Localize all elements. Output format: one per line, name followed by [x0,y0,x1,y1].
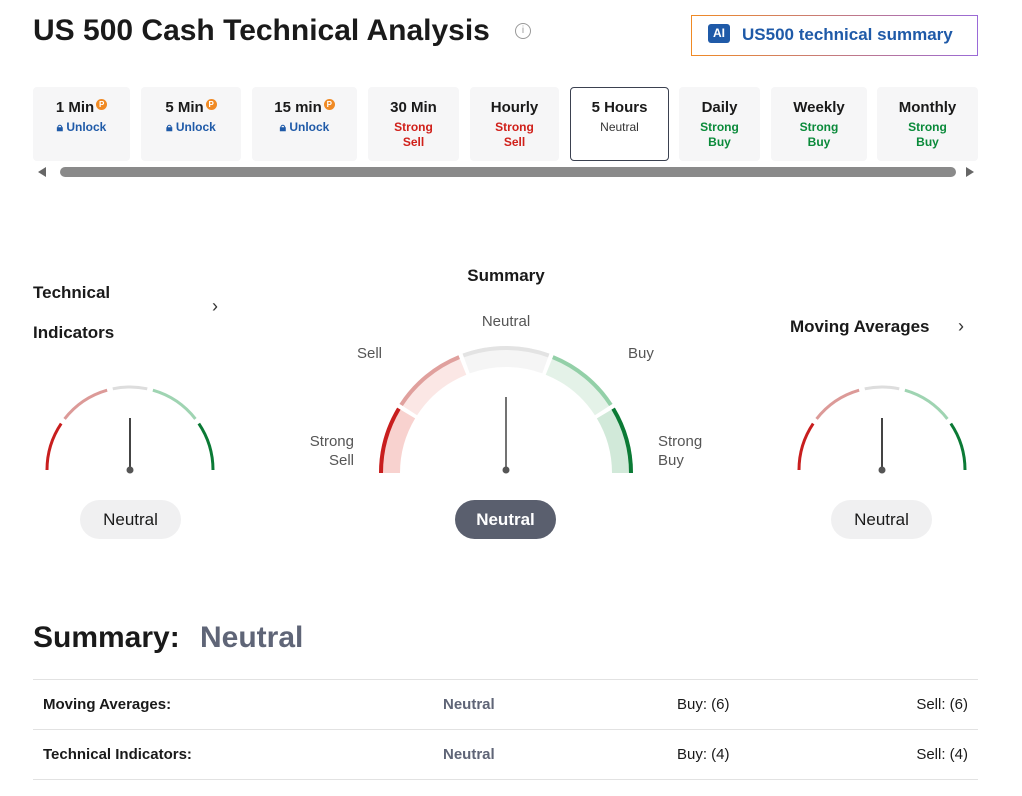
gauge-segment [197,422,215,471]
tab-label: 15 min [274,99,322,116]
tab-status: Strong Sell [394,120,433,149]
result-pill: Neutral [831,500,932,539]
row-sell: Sell: (6) [916,696,968,713]
gauge-title[interactable]: Moving Averages [790,317,930,336]
timeframe-tab[interactable]: 5 Min P 🔒︎ Unlock [141,87,241,161]
gauge-segment [152,388,197,420]
gauge-pivot [878,466,886,474]
gauge-edge [462,346,550,358]
tab-status: Strong Sell [495,120,534,149]
result-pill: Neutral [80,500,181,539]
tab-label: Weekly [793,99,845,116]
scroll-left[interactable] [38,167,46,177]
gauge-segment [797,422,815,471]
row-status: Neutral [443,696,495,713]
ai-summary-button[interactable]: AI US500 technical summary [691,15,978,56]
divider [33,729,978,730]
timeframe-tab[interactable]: Hourly Strong Sell [470,87,559,161]
chevron[interactable]: › [958,316,964,336]
gauge-segment [904,388,949,420]
tab-label: 5 Hours [591,99,648,116]
chevron[interactable]: › [212,296,218,316]
gauge-title[interactable]: Technical Indicators [33,283,115,342]
scrollbar[interactable] [60,167,956,177]
tab-status: Unlock [175,120,216,134]
gauge-band [462,346,550,374]
tab-label: Monthly [898,99,957,116]
row-sell: Sell: (4) [916,746,968,763]
gauge-segment [63,388,108,420]
timeframe-tab[interactable]: 5 Hours Neutral [570,87,669,161]
ai-badge: AI [708,24,730,43]
gauge-edge [552,355,613,407]
divider [33,679,978,680]
row-label: Moving Averages: [43,696,172,713]
tab-status: Strong Buy [908,120,947,149]
gauge-label: Neutral [481,313,531,330]
ai-button-label: US500 technical summary [742,25,953,44]
timeframe-tab[interactable]: 15 min P 🔒︎ Unlock [252,87,357,161]
info-icon[interactable]: i [515,23,531,39]
row-buy: Buy: (6) [677,696,730,713]
gauge-label: Sell [357,345,383,362]
row-status: Neutral [443,746,495,763]
gauge-segment [45,422,63,471]
page-title: US 500 Cash Technical Analysis [33,14,490,47]
tab-label: 5 Min [165,99,204,116]
tab-label: 30 Min [390,99,437,116]
gauge-segment [112,385,148,391]
tab-label: Hourly [490,99,539,116]
tab-status: Strong Buy [799,120,839,149]
row-buy: Buy: (4) [677,746,730,763]
gauge-band [596,407,633,473]
timeframe-tab[interactable]: Daily Strong Buy [679,87,760,161]
timeframe-tab[interactable]: 30 Min Strong Sell [368,87,459,161]
summary-label: Summary: [33,621,180,654]
scroll-right[interactable] [966,167,974,177]
tab-status: Unlock [66,120,107,134]
tab-status: Strong Buy [700,120,739,149]
gauge-segment [864,385,900,391]
gauge-segment [949,422,967,471]
gauge-label: Buy [628,345,654,362]
timeframe-tab[interactable]: Monthly Strong Buy [877,87,978,161]
gauge-band [545,355,613,416]
gauge-title: Summary [467,266,545,285]
timeframe-tab[interactable]: Weekly Strong Buy [771,87,867,161]
gauge-segment [815,388,860,420]
gauge-pivot [502,466,510,474]
tab-label: Daily [701,99,738,116]
timeframe-tab[interactable]: 1 Min P 🔒︎ Unlock [33,87,130,161]
tab-label: 1 Min [55,99,95,116]
gauge-edge [379,407,401,474]
gauge-pivot [126,466,134,474]
gauge-label: Strong Sell [309,433,354,469]
gauge-band [379,407,416,473]
result-pill: Neutral [455,500,556,539]
gauge-label: Strong Buy [658,433,703,469]
summary-value: Neutral [200,621,304,654]
row-label: Technical Indicators: [43,746,192,763]
gauge-edge [399,355,460,407]
tab-status: Unlock [289,120,330,134]
tab-status: Neutral [600,120,639,134]
gauge-edge [611,407,633,474]
divider [33,779,978,780]
gauge-band [399,355,467,416]
